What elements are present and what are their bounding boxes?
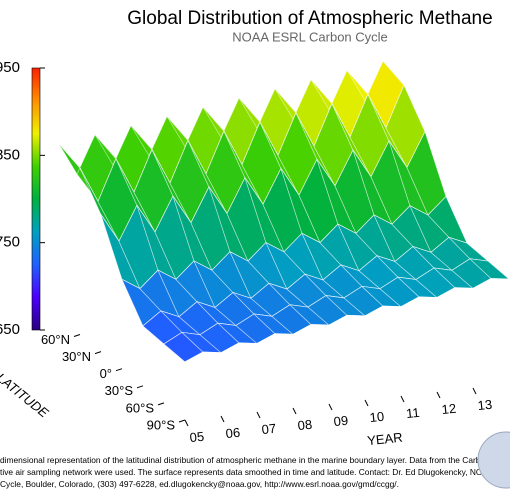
footnote: dimensional representation of the latitu… — [0, 455, 510, 465]
surface — [58, 60, 510, 363]
x-tick — [328, 403, 333, 411]
x-tick — [292, 407, 297, 415]
x-tick — [472, 387, 477, 395]
x-tick-label: 06 — [225, 425, 241, 441]
latitude-line — [184, 278, 510, 363]
z-tick-label: 1650 — [0, 321, 20, 338]
y-axis-label: LATITUDE — [0, 370, 52, 421]
y-tick — [178, 419, 186, 423]
x-tick-label: 10 — [369, 409, 385, 425]
y-tick-label: 30°S — [105, 383, 134, 398]
x-tick-label: 11 — [405, 405, 420, 421]
logo — [477, 431, 510, 489]
y-tick — [115, 368, 123, 372]
y-tick — [94, 351, 102, 355]
chart-title: Global Distribution of Atmospheric Metha… — [127, 8, 492, 29]
y-tick — [73, 334, 81, 337]
x-tick — [256, 411, 261, 419]
x-axis-label: YEAR — [366, 430, 403, 449]
y-tick — [136, 385, 144, 389]
x-tick-label: 09 — [333, 413, 349, 429]
z-tick-label: 1750 — [0, 234, 20, 251]
y-tick-label: 0° — [100, 366, 112, 381]
footnote: Cycle, Boulder, Colorado, (303) 497-6228… — [0, 479, 399, 489]
x-tick — [436, 391, 441, 399]
z-tick-label: 1850 — [0, 146, 20, 163]
x-tick-label: 12 — [441, 401, 457, 417]
x-tick — [220, 415, 225, 423]
x-tick — [184, 419, 189, 427]
x-tick-label: 13 — [477, 397, 493, 413]
y-tick-label: 60°N — [41, 332, 70, 347]
chart-subtitle: NOAA ESRL Carbon Cycle — [232, 29, 388, 44]
colorbar — [31, 67, 41, 331]
y-tick-label: 90°S — [147, 417, 176, 432]
y-tick-label: 60°S — [126, 400, 155, 415]
y-tick — [157, 402, 165, 406]
x-tick-label: 07 — [261, 421, 277, 437]
z-tick-label: 1950 — [0, 59, 20, 76]
x-tick-label: 05 — [189, 429, 205, 445]
y-tick-label: 30°N — [62, 349, 91, 364]
footnote: tive air sampling network were used. The… — [0, 467, 510, 477]
x-tick — [364, 399, 369, 407]
x-tick — [400, 395, 405, 403]
x-tick-label: 08 — [297, 417, 313, 433]
